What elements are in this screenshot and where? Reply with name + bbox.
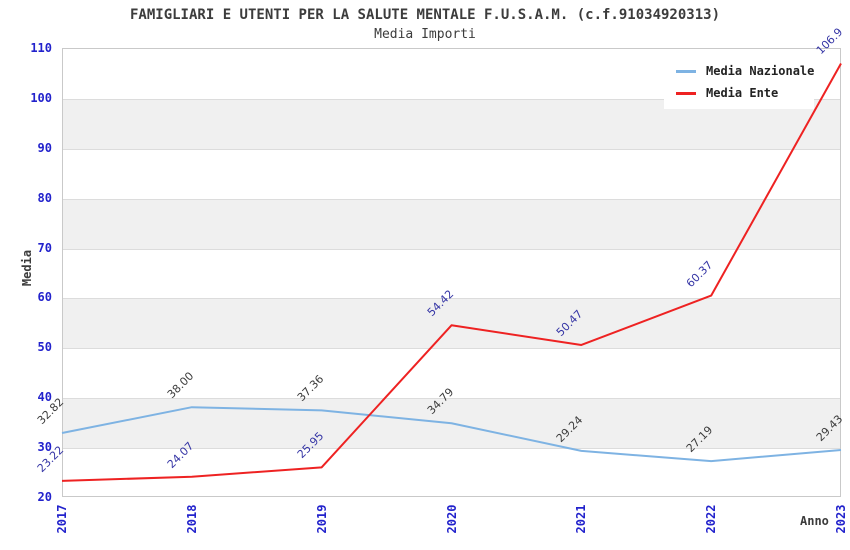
legend-swatch xyxy=(676,91,696,95)
x-tick-label: 2022 xyxy=(704,504,719,534)
legend-item-media-nazionale: Media Nazionale xyxy=(676,60,814,82)
legend-item-media-ente: Media Ente xyxy=(676,82,814,104)
y-tick-label: 30 xyxy=(37,440,52,455)
y-axis-title: Media xyxy=(20,249,34,287)
y-tick-label: 70 xyxy=(37,240,52,255)
y-tick-label: 60 xyxy=(37,290,52,305)
x-tick-label: 2019 xyxy=(314,504,329,534)
x-tick-label: 2017 xyxy=(55,504,69,534)
x-axis-title: Anno xyxy=(800,514,829,528)
chart-subtitle: Media Importi xyxy=(374,27,476,42)
gridline xyxy=(63,348,840,350)
y-tick-label: 80 xyxy=(37,190,52,205)
legend-item-label: Media Ente xyxy=(706,86,779,100)
legend: Media Nazionale Media Ente xyxy=(664,57,814,109)
plot-band xyxy=(63,398,840,449)
y-tick-label: 20 xyxy=(37,490,52,504)
x-tick-label: 2020 xyxy=(444,504,459,534)
x-tick-label: 2018 xyxy=(184,504,199,534)
gridline xyxy=(63,148,840,150)
chart-title: FAMIGLIARI E UTENTI PER LA SALUTE MENTAL… xyxy=(129,7,720,23)
y-tick-label: 90 xyxy=(37,140,52,155)
legend-swatch xyxy=(676,69,696,73)
plot-band xyxy=(63,298,840,349)
plot-band xyxy=(63,249,840,299)
plot-band xyxy=(63,149,840,199)
gridline xyxy=(63,198,840,200)
y-tick-label: 110 xyxy=(30,41,52,55)
y-tick-label: 100 xyxy=(30,90,52,105)
legend-item-label: Media Nazionale xyxy=(706,64,815,78)
plot-band xyxy=(63,198,840,249)
plot-area xyxy=(62,48,841,497)
y-tick-label: 50 xyxy=(37,340,52,355)
y-tick-label: 40 xyxy=(37,390,52,405)
x-tick-label: 2021 xyxy=(574,504,589,534)
gridline xyxy=(63,248,840,250)
x-tick-label: 2023 xyxy=(834,504,848,534)
